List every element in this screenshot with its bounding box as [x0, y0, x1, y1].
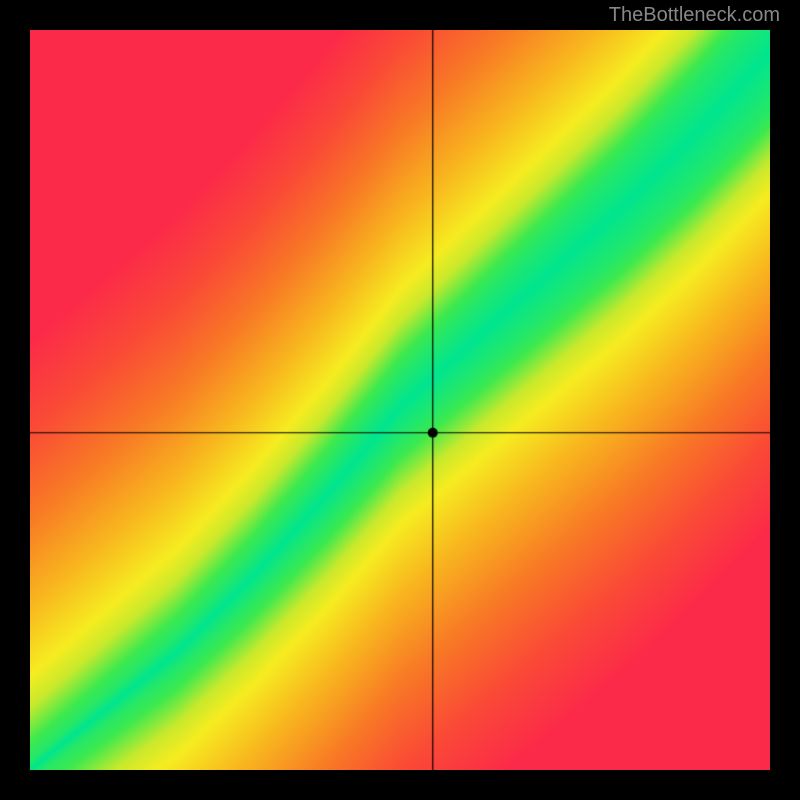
- source-watermark: TheBottleneck.com: [609, 4, 780, 27]
- bottleneck-heatmap: [30, 30, 770, 770]
- chart-container: TheBottleneck.com: [0, 0, 800, 800]
